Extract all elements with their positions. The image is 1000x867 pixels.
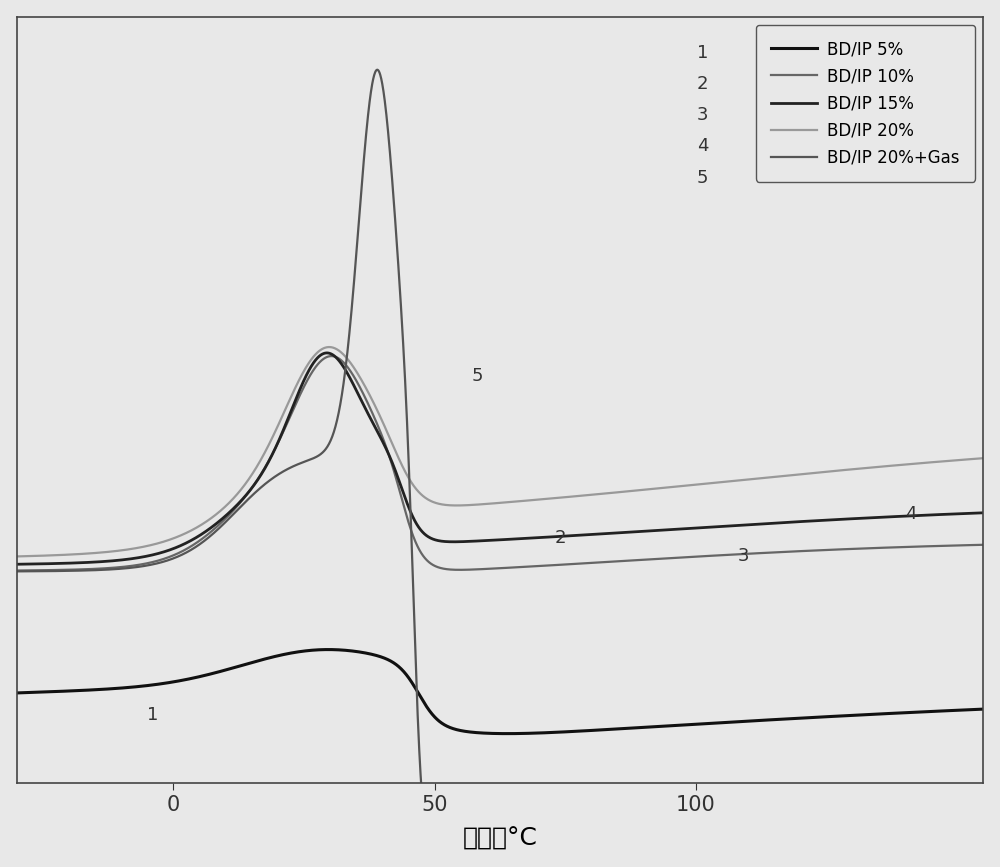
Legend: BD/IP 5%, BD/IP 10%, BD/IP 15%, BD/IP 20%, BD/IP 20%+Gas: BD/IP 5%, BD/IP 10%, BD/IP 15%, BD/IP 20…: [756, 25, 975, 182]
Text: 3: 3: [697, 107, 708, 124]
Text: 3: 3: [738, 547, 749, 565]
Text: 2: 2: [697, 75, 708, 93]
Text: 1: 1: [147, 706, 159, 724]
Text: 5: 5: [471, 368, 483, 385]
Text: 5: 5: [697, 169, 708, 186]
Text: 4: 4: [697, 138, 708, 155]
Text: 4: 4: [905, 505, 916, 523]
Text: 1: 1: [697, 44, 708, 62]
Text: 2: 2: [555, 529, 566, 546]
X-axis label: 温度／°C: 温度／°C: [463, 826, 537, 851]
